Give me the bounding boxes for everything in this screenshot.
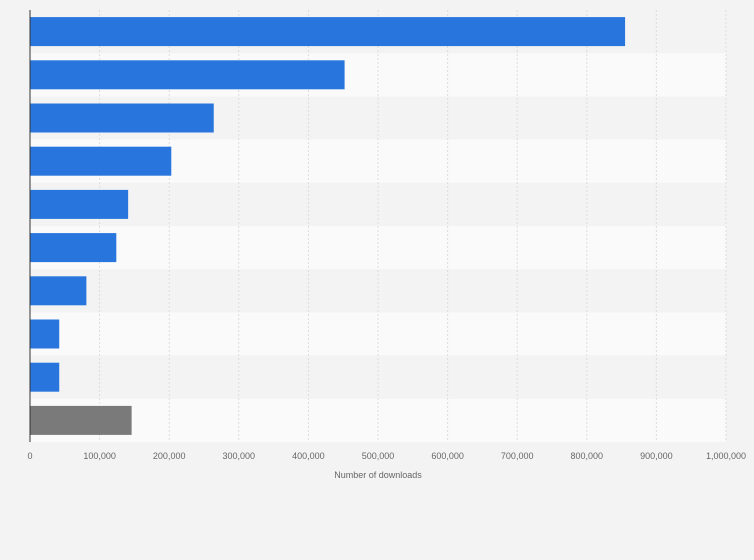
x-tick-label: 700,000 [501, 451, 534, 461]
x-tick-label: 1,000,000 [706, 451, 746, 461]
bar [30, 362, 60, 392]
bar [30, 233, 117, 263]
bar [30, 319, 60, 349]
bar [30, 189, 129, 219]
x-tick-label: 600,000 [431, 451, 464, 461]
x-axis-ticks: 0 100,000 200,000 300,000 400,000 500,000 600,… [27, 451, 746, 461]
x-tick-label: 100,000 [83, 451, 116, 461]
bar-other [30, 405, 132, 435]
bar [30, 146, 172, 176]
x-tick-label: 500,000 [362, 451, 395, 461]
x-axis-title: Number of downloads [334, 470, 422, 480]
bar [30, 103, 214, 133]
x-tick-label: 0 [27, 451, 32, 461]
bar [30, 276, 87, 306]
x-tick-label: 300,000 [223, 451, 256, 461]
bar [30, 60, 345, 90]
x-tick-label: 200,000 [153, 451, 186, 461]
x-tick-label: 800,000 [571, 451, 604, 461]
x-tick-label: 400,000 [292, 451, 325, 461]
x-tick-label: 900,000 [640, 451, 673, 461]
bar [30, 17, 626, 47]
bars [30, 17, 626, 435]
